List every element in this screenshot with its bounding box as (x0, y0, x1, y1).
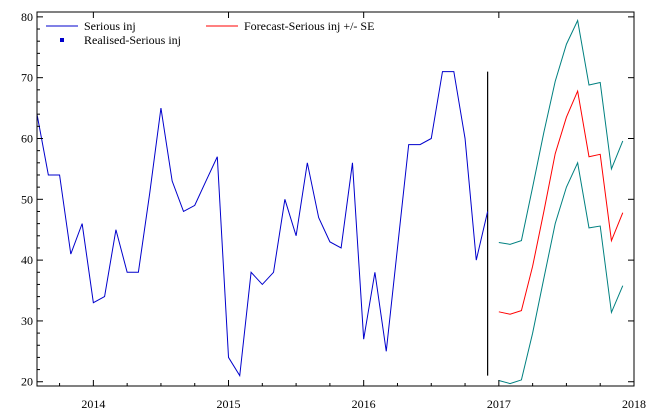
x-tick-label: 2016 (352, 397, 376, 411)
forecast-lower-band (498, 161, 624, 385)
plot-frame (36, 11, 635, 387)
legend: Serious inj Forecast-Serious inj +/- SE Re… (46, 19, 374, 47)
legend-label: Realised-Serious inj (84, 33, 181, 47)
x-tick-label: 2015 (217, 397, 241, 411)
forecast-upper-band (498, 18, 624, 245)
x-tick-label: 2017 (487, 397, 511, 411)
plot-area (36, 18, 624, 385)
legend-label: Forecast-Serious inj +/- SE (244, 19, 374, 33)
y-tick-label: 40 (21, 253, 33, 267)
y-tick-label: 70 (21, 71, 33, 85)
legend-item-forecast: Forecast-Serious inj +/- SE (206, 19, 374, 33)
legend-swatch (60, 38, 64, 42)
series-line-serious-inj (36, 71, 489, 378)
y-tick-label: 80 (21, 10, 33, 24)
x-tick-label: 2018 (622, 397, 646, 411)
x-tick-label: 2014 (81, 397, 105, 411)
y-tick-label: 20 (21, 375, 33, 389)
y-tick-label: 50 (21, 192, 33, 206)
legend-label: Serious inj (84, 19, 136, 33)
series-line-forecast (498, 89, 624, 315)
legend-item-realised: Realised-Serious inj (60, 33, 181, 47)
y-tick-label: 60 (21, 131, 33, 145)
legend-item-serious-inj: Serious inj (46, 19, 136, 33)
y-tick-label: 30 (21, 314, 33, 328)
axes: 20 30 40 50 60 70 80 2014 2015 2016 2017 2018 (21, 10, 646, 411)
